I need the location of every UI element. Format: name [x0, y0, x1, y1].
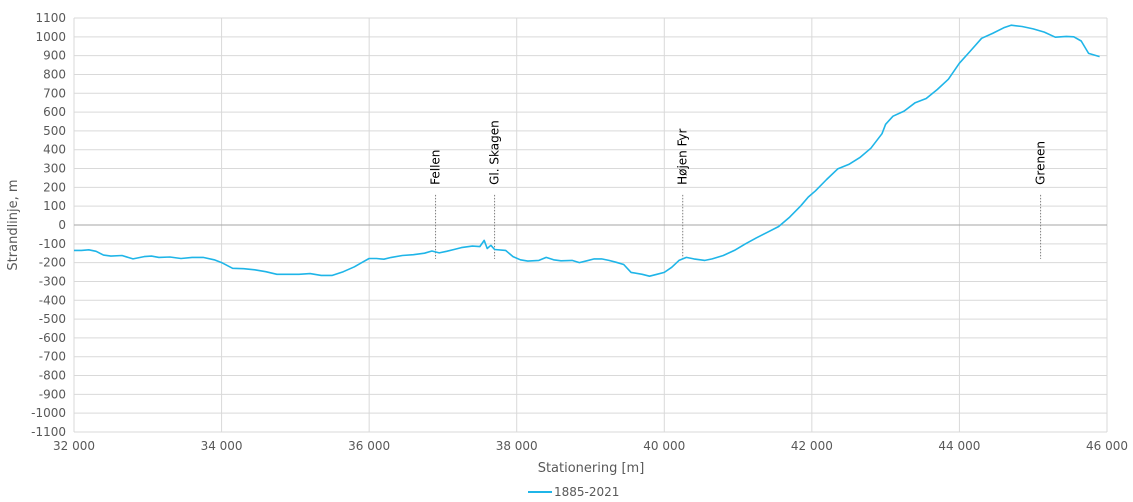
- y-tick-label: -400: [39, 293, 66, 307]
- legend: 1885-2021: [528, 485, 619, 499]
- y-tick-labels: 110010009008007006005004003002001000-100…: [31, 11, 66, 439]
- x-axis-title: Stationering [m]: [538, 461, 645, 476]
- y-tick-label: 0: [58, 218, 66, 232]
- series-lines: [74, 24, 1100, 277]
- x-tick-label: 38 000: [496, 439, 538, 453]
- annotation-label: Fellen: [429, 150, 443, 185]
- y-tick-label: 700: [43, 86, 66, 100]
- x-tick-label: 36 000: [348, 439, 390, 453]
- y-tick-label: 100: [43, 199, 66, 213]
- y-tick-label: 900: [43, 49, 66, 63]
- series-line: [74, 24, 1100, 277]
- y-tick-label: -100: [39, 237, 66, 251]
- y-tick-label: 600: [43, 105, 66, 119]
- legend-label: 1885-2021: [554, 485, 619, 499]
- y-axis-title: Strandlinje, m: [6, 179, 21, 270]
- y-tick-label: 500: [43, 124, 66, 138]
- y-tick-label: 400: [43, 143, 66, 157]
- y-tick-label: -600: [39, 331, 66, 345]
- x-tick-labels: 32 000 34 000 36 000 38 000 40 000 42 000 44 0…: [53, 439, 1128, 453]
- x-tick-label: 46 000: [1086, 439, 1128, 453]
- y-tick-label: 800: [43, 67, 66, 81]
- y-tick-label: -300: [39, 274, 66, 288]
- y-tick-label: -1100: [31, 425, 66, 439]
- y-tick-label: -1000: [31, 406, 66, 420]
- y-tick-label: -200: [39, 256, 66, 270]
- y-tick-label: 1000: [35, 30, 66, 44]
- annotations: Fellen Gl. Skagen Højen Fyr Grenen: [429, 120, 1048, 259]
- annotation-label: Højen Fyr: [676, 128, 690, 184]
- x-tick-label: 42 000: [791, 439, 833, 453]
- y-tick-label: 200: [43, 180, 66, 194]
- x-tick-label: 34 000: [201, 439, 243, 453]
- y-tick-label: -900: [39, 387, 66, 401]
- annotation-label: Grenen: [1034, 141, 1048, 185]
- y-tick-label: 300: [43, 162, 66, 176]
- y-tick-label: -500: [39, 312, 66, 326]
- y-tick-label: -700: [39, 350, 66, 364]
- y-tick-label: 1100: [35, 11, 66, 25]
- x-tick-label: 44 000: [938, 439, 980, 453]
- y-tick-label: -800: [39, 369, 66, 383]
- x-tick-label: 32 000: [53, 439, 95, 453]
- annotation-label: Gl. Skagen: [488, 120, 502, 185]
- x-tick-label: 40 000: [643, 439, 685, 453]
